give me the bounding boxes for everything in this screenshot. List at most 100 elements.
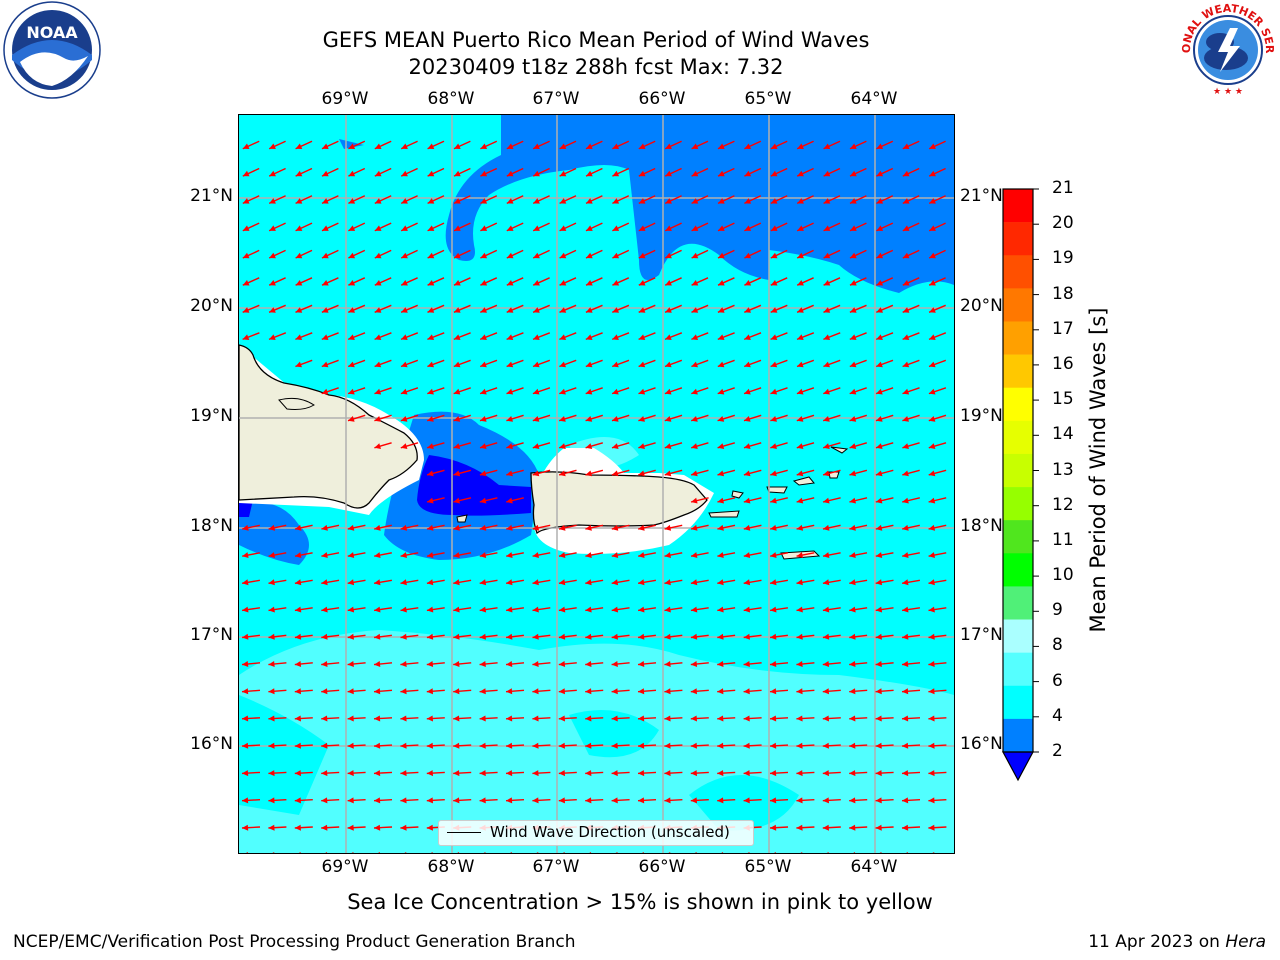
wind-arrow-head: [717, 443, 725, 449]
wind-arrow-head: [928, 443, 936, 449]
wind-arrow-head: [374, 661, 381, 667]
wind-arrow-head: [453, 388, 461, 395]
wind-arrow-head: [268, 552, 275, 558]
wind-arrow-head: [902, 742, 909, 749]
wind-arrow-head: [559, 470, 566, 477]
lon-label-bottom: 64°W: [850, 857, 898, 877]
wind-arrow-head: [348, 143, 356, 149]
wind-arrow-head: [902, 198, 910, 204]
wind-arrow-head: [506, 742, 513, 749]
wind-arrow-head: [718, 280, 725, 286]
wind-arrow-head: [743, 688, 750, 695]
wind-arrow-head: [453, 361, 461, 368]
wind-arrow-head: [690, 661, 698, 667]
wind-arrow-head: [242, 824, 249, 831]
nws-logo: NATIONAL WEATHER SERVICE ★ ★ ★: [1178, 0, 1276, 97]
wind-arrow-head: [717, 552, 724, 558]
wind-arrow-head: [269, 280, 276, 286]
wind-arrow-head: [638, 361, 646, 368]
wind-arrow-head: [427, 443, 434, 449]
footer-date: 11 Apr 2023 on Hera: [1088, 932, 1266, 952]
wind-arrow-head: [427, 524, 434, 531]
wind-arrow-head: [454, 252, 461, 259]
wind-arrow-head: [322, 252, 329, 259]
wind-arrow-head: [585, 470, 593, 477]
wind-arrow-head: [796, 688, 803, 695]
wind-arrow-head: [454, 280, 461, 286]
wind-arrow-head: [321, 661, 328, 667]
wind-arrow-head: [664, 797, 671, 804]
wind-arrow-head: [770, 252, 778, 259]
wind-arrow-head: [770, 334, 778, 340]
wind-arrow-head: [929, 225, 936, 231]
wind-arrow-head: [506, 280, 514, 286]
wind-arrow-head: [506, 143, 514, 149]
wind-arrow-head: [269, 143, 276, 149]
wind-arrow-head: [426, 606, 434, 613]
wind-arrow-head: [585, 606, 592, 613]
wind-arrow-head: [374, 307, 382, 313]
wind-arrow-head: [453, 579, 460, 586]
wind-arrow-head: [401, 143, 408, 149]
wind-arrow-head: [770, 470, 777, 477]
lat-label-left: 20°N: [190, 296, 233, 316]
wind-arrow-head: [427, 361, 434, 368]
wind-arrow-head: [928, 661, 935, 667]
wind-arrow-head: [744, 280, 752, 286]
wind-arrow-head: [611, 770, 618, 777]
wind-arrow-head: [268, 633, 275, 640]
wind-arrow-head: [347, 688, 354, 695]
wind-arrow-head: [638, 688, 645, 695]
wind-arrow-head: [480, 143, 488, 149]
wind-arrow-head: [823, 252, 831, 259]
wind-arrow-head: [875, 579, 883, 586]
sea-lt2-region: [417, 455, 531, 516]
wind-arrow-head: [506, 606, 513, 613]
wind-arrow-head: [426, 579, 434, 586]
wind-arrow-head: [533, 198, 540, 204]
wind-arrow-head: [800, 852, 803, 853]
wind-arrow-head: [480, 280, 488, 286]
wind-arrow-head: [744, 443, 751, 449]
wind-arrow-head: [374, 252, 382, 259]
wind-arrow-head: [532, 470, 540, 477]
lat-label-right: 19°N: [960, 406, 1003, 426]
land-island: [278, 397, 315, 410]
wind-arrow-head: [691, 443, 698, 449]
colorbar-cell: [1003, 255, 1033, 289]
wind-arrow-head: [585, 742, 592, 749]
colorbar-tick-label: 15: [1052, 389, 1074, 410]
wind-arrow-head: [822, 579, 830, 586]
wind-arrow-head: [797, 225, 804, 231]
wind-arrow-head: [638, 633, 645, 640]
wind-arrow-head: [321, 742, 328, 749]
chart-subtitle: 20230409 t18z 288h fcst Max: 7.32: [408, 55, 784, 79]
wind-arrow-head: [479, 552, 487, 558]
wind-arrow-head: [929, 252, 936, 259]
chart-title: GEFS MEAN Puerto Rico Mean Period of Win…: [322, 28, 870, 52]
wind-arrow-head: [929, 170, 936, 177]
wind-arrow-head: [268, 715, 275, 722]
wind-arrow-head: [770, 198, 778, 204]
wind-arrow-head: [823, 552, 830, 558]
wind-arrow-head: [823, 170, 831, 177]
wind-arrow-head: [850, 198, 857, 204]
wind-arrow-head: [426, 661, 434, 667]
wind-arrow-head: [242, 225, 250, 231]
wind-arrow-head: [665, 280, 672, 286]
wind-arrow-head: [796, 470, 804, 477]
footer-host: Hera: [1225, 932, 1266, 952]
wind-arrow-head: [348, 198, 356, 204]
wind-arrow-head: [638, 524, 645, 531]
wind-arrow-head: [690, 797, 697, 804]
wind-arrow-head: [668, 852, 671, 853]
wind-arrow-head: [796, 824, 803, 831]
wind-arrow-head: [875, 688, 882, 695]
wind-arrow-head: [744, 252, 752, 259]
wind-arrow-head: [294, 824, 301, 831]
wind-arrow-head: [718, 170, 725, 177]
wind-arrow-head: [850, 225, 857, 231]
wind-arrow-head: [665, 334, 672, 340]
wind-arrow-head: [558, 770, 565, 777]
wind-arrow-head: [770, 824, 777, 831]
